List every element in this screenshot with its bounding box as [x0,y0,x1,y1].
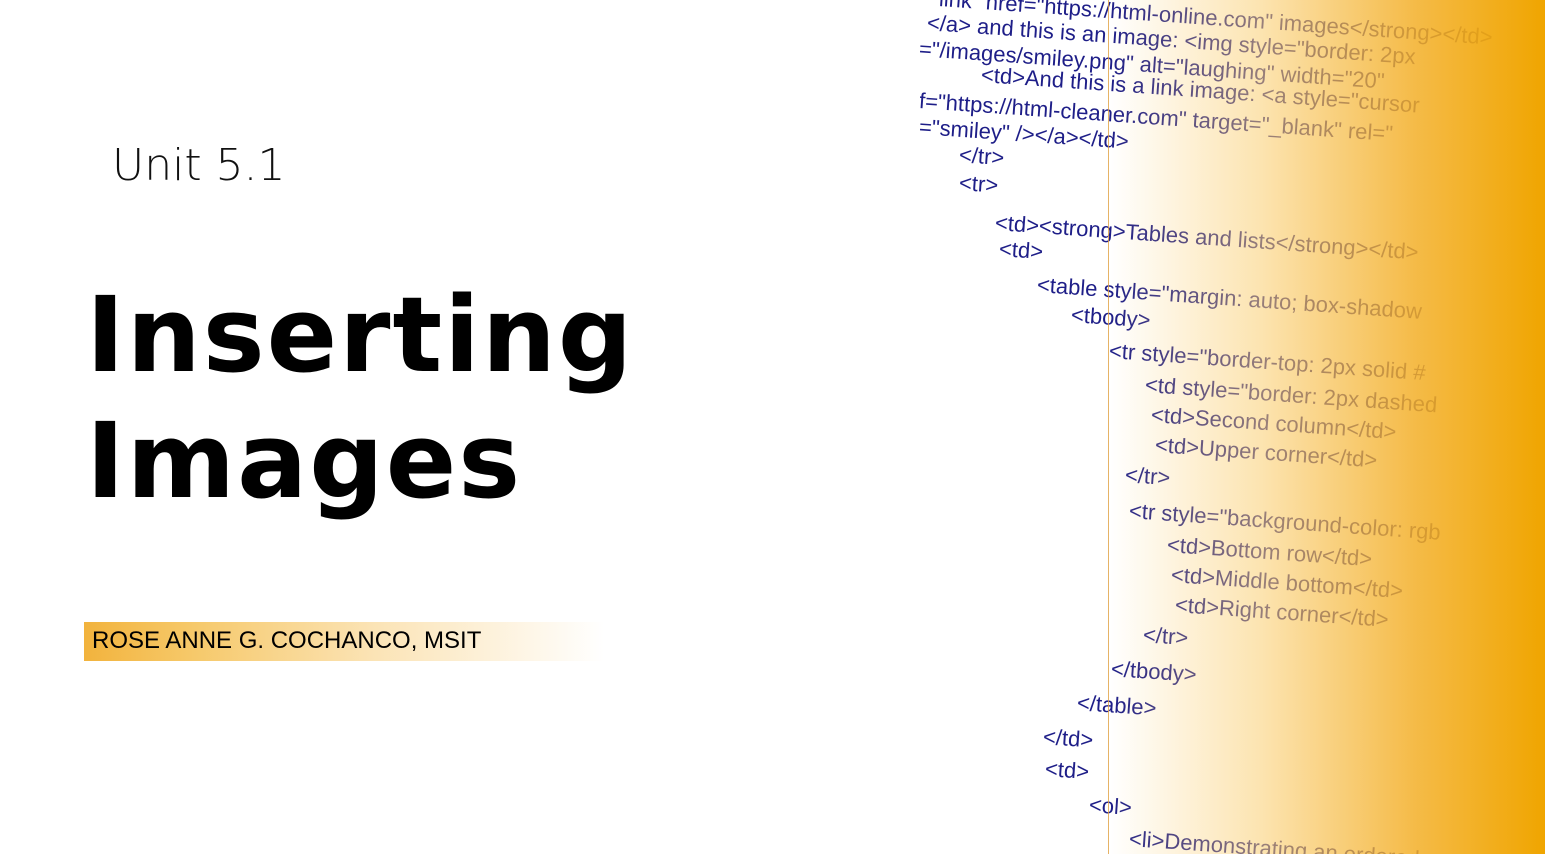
code-line: </tr> [958,142,1006,171]
slide-title: Inserting Images [86,272,634,524]
title-line-2: Images [86,400,523,522]
code-line: </td> [1042,724,1095,753]
code-line: <td> [1044,756,1090,785]
title-line-1: Inserting [86,274,635,396]
code-gradient-overlay [1110,0,1545,854]
html-code-image: link" href="https://html-online.com" ima… [920,0,1545,854]
code-guide-line [1108,0,1109,854]
code-line: <tr> [958,170,1000,198]
unit-label: Unit 5.1 [112,140,286,191]
author-name: ROSE ANNE G. COCHANCO, MSIT [92,627,482,654]
author-highlight-bar [84,622,604,661]
code-line: <td> [998,236,1044,265]
